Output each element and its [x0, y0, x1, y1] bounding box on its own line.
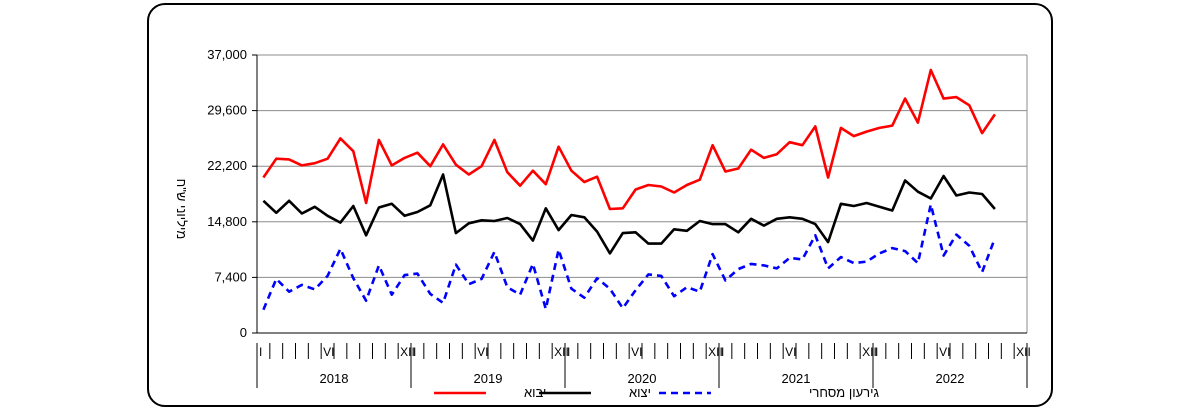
month-label: XII — [862, 345, 877, 359]
y-tick-label: 0 — [240, 325, 247, 340]
series-lines — [262, 68, 997, 311]
month-label: I — [875, 345, 878, 359]
month-label: I — [413, 345, 416, 359]
y-tick-label: 29,600 — [207, 103, 247, 118]
month-label: VI — [939, 345, 950, 359]
month-label: XII — [400, 345, 415, 359]
month-label: XII — [554, 345, 569, 359]
month-label: I — [259, 345, 262, 359]
month-label: I — [567, 345, 570, 359]
month-label: XII — [1016, 345, 1031, 359]
y-tick-label: 14,800 — [207, 214, 247, 229]
month-label: VI — [323, 345, 334, 359]
month-label: VI — [477, 345, 488, 359]
legend: יבוא יצוא גירעון מסחרי — [434, 385, 879, 400]
y-tick-label: 37,000 — [207, 47, 247, 62]
y-axis-ticks: 0 7,400 14,800 22,200 29,600 37,000 — [207, 47, 257, 340]
line-chart: 0 7,400 14,800 22,200 29,600 37,000 I VI XII 201… — [174, 47, 1031, 400]
legend-label: יצוא — [629, 385, 651, 400]
chart-frame: 0 7,400 14,800 22,200 29,600 37,000 I VI XII 201… — [147, 3, 1053, 407]
x-axis: I VI XII 2018 I VI XII 2019 I VI XII 2020 I VI XII 2021… — [256, 332, 1031, 388]
month-label: I — [721, 345, 724, 359]
series-line — [262, 68, 996, 211]
year-label: 2021 — [782, 371, 811, 386]
year-label: 2020 — [628, 371, 657, 386]
series-line — [262, 203, 997, 311]
legend-label: יבוא — [524, 385, 546, 400]
month-label: VI — [631, 345, 642, 359]
year-label: 2018 — [320, 371, 349, 386]
year-label: 2019 — [474, 371, 503, 386]
series-line — [262, 173, 996, 255]
y-tick-label: 7,400 — [214, 269, 247, 284]
month-label: XII — [708, 345, 723, 359]
grid-lines — [256, 54, 1028, 334]
legend-label: גירעון מסחרי — [809, 385, 879, 400]
month-label: VI — [785, 345, 796, 359]
y-axis-label: מיליוני ש"ח — [174, 179, 189, 240]
y-tick-label: 22,200 — [207, 158, 247, 173]
year-label: 2022 — [936, 371, 965, 386]
